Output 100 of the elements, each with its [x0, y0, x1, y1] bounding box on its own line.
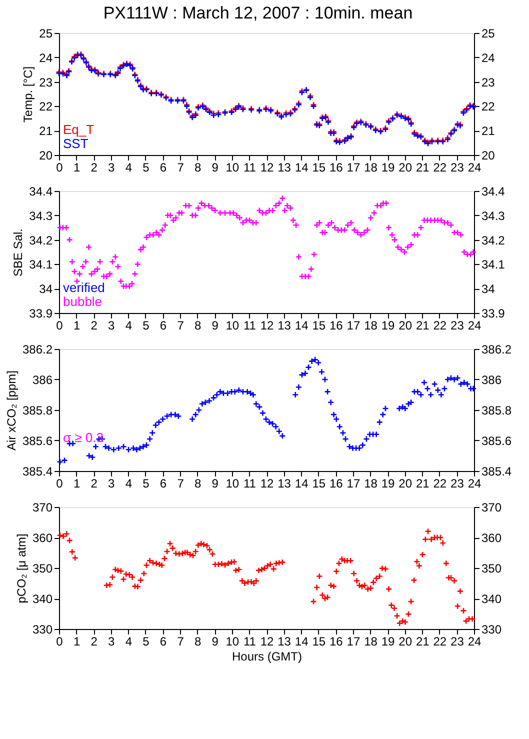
y2-tick-label: 385.8	[482, 404, 512, 418]
x-tick-label: 20	[398, 318, 412, 332]
x-tick-label: 12	[260, 318, 274, 332]
y-tick-label: 20	[39, 148, 53, 162]
x-tick-label: 13	[278, 318, 292, 332]
x-tick-label: 2	[90, 318, 98, 332]
x-tick-label: 12	[260, 160, 274, 174]
x-tick-label: 0	[56, 318, 64, 332]
x-tick-label: 21	[416, 634, 430, 648]
x-tick-label: 24	[468, 318, 482, 332]
y-tick-label: 34.3	[29, 208, 53, 223]
x-tick-label: 11	[243, 160, 256, 174]
x-tick-label: 7	[177, 476, 184, 490]
x-tick-label: 22	[433, 318, 447, 332]
x-tick-label: 18	[364, 318, 378, 332]
y2-tick-label: 20	[482, 148, 496, 162]
x-tick-label: 9	[212, 634, 219, 648]
y2-tick-label: 386.2	[482, 342, 512, 356]
y2-tick-label: 34.3	[482, 208, 506, 223]
x-tick-label: 3	[108, 318, 116, 332]
y2-tick-label: 24	[482, 50, 496, 65]
x-tick-label: 9	[212, 160, 219, 174]
x-tick-label: 14	[294, 476, 309, 490]
x-tick-label: 14	[294, 634, 309, 648]
x-tick-label: 10	[226, 160, 240, 174]
x-tick-label: 22	[433, 160, 447, 174]
x-tick-label: 1	[73, 634, 80, 648]
x-tick-label: 13	[278, 476, 292, 490]
text: Eq_T	[63, 122, 94, 137]
x-tick-label: 13	[278, 160, 292, 174]
x-tick-label: 23	[450, 160, 464, 174]
y2-tick-label: 21	[482, 124, 496, 138]
x-tick-label: 6	[160, 160, 167, 174]
y2-tick-label: 33.9	[482, 306, 506, 320]
x-tick-label: 11	[243, 476, 256, 490]
y-axis-title: SBE Sal.	[11, 228, 26, 277]
y2-tick-label: 370	[482, 500, 502, 514]
x-tick-label: 24	[468, 476, 482, 490]
y-tick-label: 385.4	[22, 464, 53, 478]
x-tick-label: 2	[90, 160, 98, 174]
y-axis-title: Temp. [°C]	[21, 66, 36, 123]
y-tick-label: 385.6	[22, 434, 53, 448]
x-tick-label: 14	[294, 160, 309, 174]
x-tick-label: 15	[312, 634, 326, 648]
x-tick-label: 9	[212, 476, 219, 490]
x-tick-label: 11	[243, 318, 256, 332]
x-tick-label: 16	[329, 160, 344, 174]
y2-tick-label: 340	[482, 592, 502, 606]
x-tick-label: 12	[260, 634, 274, 648]
y-tick-label: 360	[32, 531, 53, 545]
x-tick-label: 17	[346, 476, 360, 490]
x-tick-label: 19	[381, 318, 396, 332]
y-tick-label: 33.9	[29, 306, 53, 320]
x-tick-label: 10	[226, 634, 240, 648]
x-tick-label: 3	[108, 634, 116, 648]
x-tick-label: 18	[364, 160, 378, 174]
x-tick-label: 23	[450, 634, 464, 648]
x-tick-label: 21	[416, 318, 430, 332]
x-tick-label: 6	[160, 476, 167, 490]
y-tick-label: 350	[32, 562, 53, 576]
x-tick-label: 15	[312, 318, 326, 332]
x-tick-label: 20	[398, 160, 412, 174]
y-tick-label: 34	[39, 282, 53, 296]
y-tick-label: 23	[39, 75, 53, 90]
x-tick-label: 3	[108, 476, 116, 490]
x-tick-label: 24	[468, 634, 482, 648]
x-tick-label: 9	[212, 318, 219, 332]
x-tick-label: 21	[416, 160, 430, 174]
series-label: bubble	[63, 294, 102, 309]
x-tick-label: 2	[90, 476, 98, 490]
x-tick-label: 5	[142, 476, 150, 490]
x-tick-label: 19	[381, 634, 396, 648]
x-tick-label: 8	[194, 476, 202, 490]
y2-tick-label: 22	[482, 100, 496, 114]
x-tick-label: 16	[329, 634, 344, 648]
x-tick-label: 1	[73, 160, 80, 174]
x-tick-label: 20	[398, 476, 412, 490]
x-tick-label: 14	[294, 318, 309, 332]
x-tick-label: 0	[56, 476, 64, 490]
y2-tick-label: 385.4	[482, 464, 512, 478]
x-tick-label: 17	[346, 318, 360, 332]
y-tick-label: 24	[39, 50, 53, 65]
x-tick-label: 1	[73, 476, 80, 490]
y2-tick-label: 34	[482, 282, 496, 296]
x-tick-label: 15	[312, 476, 326, 490]
y2-tick-label: 34.4	[482, 184, 506, 198]
x-tick-label: 22	[433, 476, 447, 490]
y-tick-label: 340	[32, 592, 53, 606]
x-tick-label: 11	[243, 634, 256, 648]
x-tick-label: 18	[364, 634, 378, 648]
x-tick-label: 8	[194, 634, 202, 648]
y2-tick-label: 34.2	[482, 233, 506, 248]
y-tick-label: 34.2	[29, 233, 53, 248]
x-tick-label: 5	[142, 634, 150, 648]
x-tick-label: 4	[125, 634, 132, 648]
x-tick-label: 0	[56, 160, 64, 174]
x-tick-label: 7	[177, 318, 184, 332]
x-tick-label: 1	[73, 318, 80, 332]
y-tick-label: 22	[39, 100, 53, 114]
x-tick-label: 10	[226, 476, 240, 490]
